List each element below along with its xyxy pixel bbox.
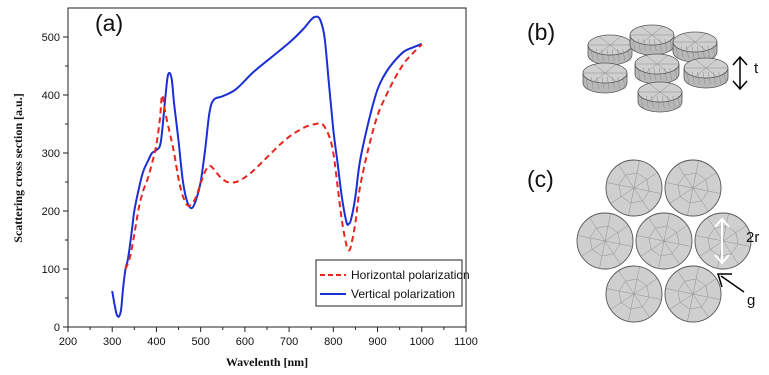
legend-label-vertical: Vertical polarization <box>351 287 455 301</box>
disk-3d <box>637 81 683 113</box>
disk-3d <box>587 34 633 66</box>
disk-top <box>664 159 722 217</box>
disk-array-top <box>576 159 752 323</box>
panel-label-b: (b) <box>527 19 555 45</box>
legend-label-horizontal: Horizontal polarization <box>351 268 470 282</box>
y-tick-label: 300 <box>42 148 60 160</box>
panel-label-a: (a) <box>95 10 123 36</box>
panel-c-disk-array-top: (c) 2r g <box>527 159 759 323</box>
x-tick-label: 700 <box>280 336 298 348</box>
legend-box <box>315 259 463 307</box>
series-lines <box>111 15 423 318</box>
diameter-arrow-icon <box>714 217 730 265</box>
diameter-label: 2r <box>746 229 759 246</box>
thickness-arrow-icon <box>732 55 748 91</box>
x-tick-label: 400 <box>147 336 165 348</box>
disk-top <box>605 159 663 217</box>
y-axis-title: Scattering cross section [a.u.] <box>11 93 25 242</box>
y-tick-label: 500 <box>42 32 60 44</box>
gap-arrow-icon <box>716 273 745 293</box>
disk-3d <box>582 62 628 94</box>
x-tick-label: 800 <box>324 336 342 348</box>
panel-b-disk-array-3d: (b) t <box>527 19 759 113</box>
disk-top <box>635 212 693 270</box>
x-tick-label: 500 <box>191 336 209 348</box>
series-horizontal-polarization <box>124 43 423 270</box>
disk-3d <box>672 31 718 63</box>
disk-3d <box>629 24 675 56</box>
x-tick-label: 200 <box>59 336 77 348</box>
disk-3d <box>683 57 729 89</box>
disk-top <box>664 265 722 323</box>
panel-label-c: (c) <box>527 166 554 192</box>
thickness-label: t <box>754 60 759 77</box>
x-axis-title: Wavelenth [nm] <box>226 355 308 369</box>
gap-label: g <box>747 292 755 309</box>
disk-3d <box>634 53 680 85</box>
y-tick-label: 200 <box>42 206 60 218</box>
legend: Horizontal polarization Vertical polariz… <box>315 259 470 307</box>
y-ticks: 0 100 200 300 400 500 <box>42 32 68 334</box>
x-tick-label: 600 <box>236 336 254 348</box>
x-tick-label: 900 <box>368 336 386 348</box>
y-tick-label: 0 <box>54 322 60 334</box>
scattering-chart: 200 300 400 500 600 700 800 900 1000 1100 0 100 200… <box>11 7 478 369</box>
y-tick-label: 400 <box>42 90 60 102</box>
x-tick-label: 1100 <box>454 336 478 348</box>
series-vertical-polarization <box>111 15 423 318</box>
disk-top <box>576 212 634 270</box>
x-tick-label: 300 <box>103 336 121 348</box>
disk-top <box>605 265 663 323</box>
x-ticks: 200 300 400 500 600 700 800 900 1000 1100 <box>59 327 478 348</box>
y-tick-label: 100 <box>42 264 60 276</box>
disk-array-3d <box>582 24 729 113</box>
x-tick-label: 1000 <box>410 336 434 348</box>
